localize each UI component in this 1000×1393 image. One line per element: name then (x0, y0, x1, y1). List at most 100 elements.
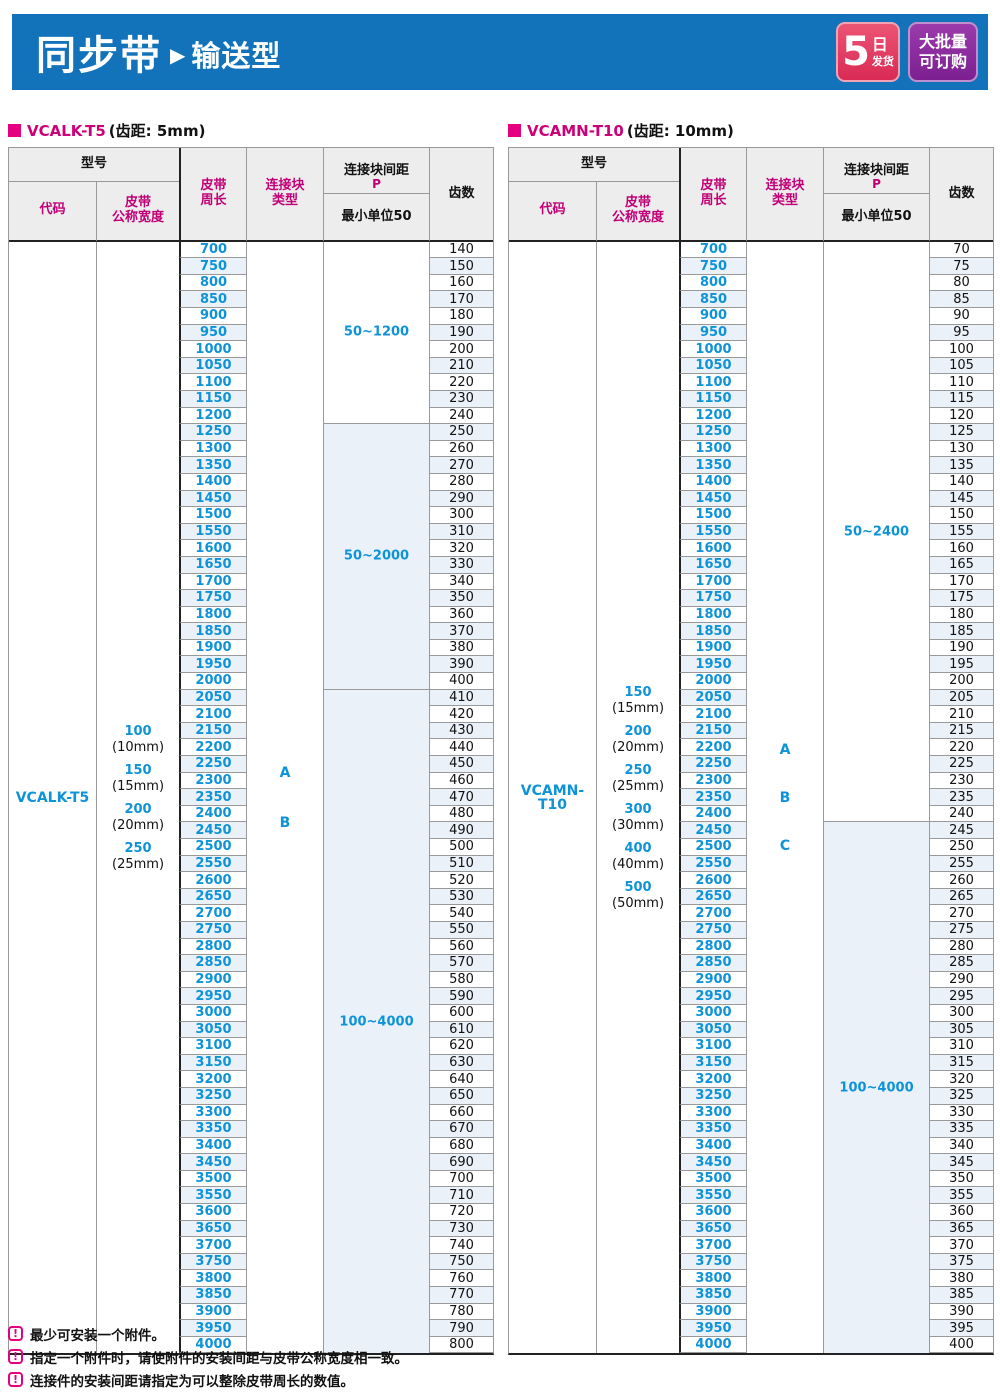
belt-length-cell: 2550 (679, 855, 747, 873)
teeth-count-cell: 155 (929, 523, 994, 541)
teeth-count-cell: 105 (929, 357, 994, 375)
teeth-count-cell: 300 (429, 507, 494, 524)
teeth-count-cell: 700 (429, 1170, 494, 1188)
teeth-count-cell: 200 (429, 341, 494, 358)
table-block-vcalk-t5: VCALK-T5 (齿距: 5mm) 型号 皮带 周长 连接块 类型 连接块 (8, 119, 495, 1356)
teeth-count-cell: 230 (929, 772, 994, 790)
teeth-count-cell: 275 (929, 921, 994, 939)
col-header-code: 代码 (9, 181, 96, 242)
teeth-count-cell: 230 (429, 390, 494, 408)
model-code-label: VCAMN-T10 (520, 782, 585, 813)
belt-length-cell: 1500 (679, 507, 747, 524)
width-value: 200 (624, 723, 652, 739)
belt-length-cell: 700 (179, 241, 247, 259)
belt-length-cell: 3800 (179, 1270, 247, 1288)
teeth-count-cell: 420 (429, 706, 494, 723)
teeth-count-cell: 770 (429, 1287, 494, 1304)
teeth-count-cell: 255 (929, 855, 994, 873)
table-body: VCALK-T5 100 (10mm) 150 (15mm) 200 (20mm) 250 (2… (9, 241, 494, 1354)
teeth-count-cell: 780 (429, 1303, 494, 1321)
belt-length-cell: 1450 (179, 490, 247, 508)
bulk-order-badge: 大批量 可订购 (908, 22, 978, 82)
belt-length-cell: 1550 (679, 523, 747, 541)
col-header-teeth: 齿数 (929, 148, 994, 242)
belt-length-cell: 2700 (179, 905, 247, 922)
belt-length-cell: 2650 (179, 888, 247, 906)
teeth-count-cell: 100 (929, 341, 994, 358)
belt-length-cell: 1900 (179, 639, 247, 657)
belt-length-cell: 1250 (179, 424, 247, 441)
teeth-count-cell: 215 (929, 722, 994, 740)
belt-length-cell: 3350 (679, 1121, 747, 1138)
width-value: 200 (124, 801, 152, 817)
teeth-count-cell: 390 (929, 1303, 994, 1321)
table-title-pitch: (齿距: 5mm) (108, 122, 206, 140)
belt-length-cell: 3600 (679, 1204, 747, 1221)
belt-length-cell: 2750 (679, 921, 747, 939)
belt-length-cell: 2450 (179, 822, 247, 840)
col-header-belt-width: 皮带 公称宽度 (96, 181, 180, 242)
teeth-count-cell: 510 (429, 855, 494, 873)
width-mm: (25mm) (112, 856, 165, 872)
teeth-count-cell: 360 (929, 1204, 994, 1221)
belt-length-cell: 3500 (179, 1170, 247, 1188)
teeth-count-cell: 245 (929, 822, 994, 840)
teeth-count-cell: 210 (429, 357, 494, 375)
belt-length-cell: 1500 (179, 507, 247, 524)
teeth-count-cell: 370 (429, 623, 494, 640)
table-title: VCAMN-T10 (齿距: 10mm) (508, 119, 992, 142)
belt-length-cell: 700 (679, 241, 747, 259)
belt-length-cell: 2850 (179, 955, 247, 972)
table-body: VCAMN-T10 150 (15mm) 200 (20mm) 250 (25mm) 300(… (509, 241, 994, 1354)
col-header-connector-pitch: 连接块间距 P 最小单位50 (323, 148, 430, 242)
belt-length-cell: 3950 (679, 1320, 747, 1337)
footnote-line: 连接件的安装间距请指定为可以整除皮带周长的数值。 (8, 1368, 408, 1391)
belt-length-cell: 750 (179, 258, 247, 275)
belt-length-cell: 2150 (679, 722, 747, 740)
teeth-count-cell: 330 (929, 1104, 994, 1122)
belt-length-cell: 1450 (679, 490, 747, 508)
width-value: 250 (624, 762, 652, 778)
belt-length-cell: 3650 (179, 1220, 247, 1238)
width-value: 250 (124, 840, 152, 856)
page-title: 同步带 ▶ 输送型 (36, 23, 281, 81)
teeth-count-cell: 320 (429, 540, 494, 557)
teeth-count-cell: 260 (429, 440, 494, 458)
belt-length-cell: 2650 (679, 888, 747, 906)
warning-icon (8, 1349, 23, 1364)
belt-length-cell: 4000 (179, 1336, 247, 1354)
teeth-count-cell: 490 (429, 822, 494, 840)
page-title-sub: 输送型 (191, 39, 282, 73)
belt-length-cell: 2400 (179, 805, 247, 823)
belt-length-cell: 1400 (679, 473, 747, 491)
teeth-count-cell: 190 (929, 639, 994, 657)
teeth-count-cell: 260 (929, 872, 994, 889)
teeth-count-cell: 480 (429, 805, 494, 823)
belt-length-cell: 2000 (679, 673, 747, 690)
teeth-count-cell: 195 (929, 656, 994, 674)
belt-length-cell: 3750 (679, 1253, 747, 1271)
teeth-count-cell: 175 (929, 590, 994, 607)
belt-width-cell: 150 (15mm) 200 (20mm) 250 (25mm) 300 (30mm) 400(… (596, 241, 680, 1354)
belt-width-item: 500 (50mm) (612, 881, 664, 910)
table-title: VCALK-T5 (齿距: 5mm) (8, 119, 492, 142)
col-header-model: 型号 (509, 148, 680, 182)
footnote-text: 最少可安装一个附件。 (30, 1327, 165, 1344)
ship-badge-text: 日 发货 (871, 35, 894, 68)
pitch-header-symbol: P (372, 177, 381, 192)
width-mm: (50mm) (612, 895, 665, 911)
teeth-count-cell: 590 (429, 988, 494, 1005)
belt-length-cell: 900 (679, 308, 747, 325)
table-title-pitch: (齿距: 10mm) (626, 122, 734, 140)
belt-length-cell: 3250 (679, 1087, 747, 1105)
teeth-count-cell: 640 (429, 1071, 494, 1088)
width-value: 150 (124, 762, 152, 778)
belt-length-cell: 3850 (179, 1287, 247, 1304)
belt-length-cell: 2600 (179, 872, 247, 889)
teeth-count-cell: 630 (429, 1054, 494, 1072)
teeth-count-cell: 550 (429, 921, 494, 939)
teeth-count-cell: 140 (929, 473, 994, 491)
belt-width-list: 150 (15mm) 200 (20mm) 250 (25mm) 300 (30mm) 400(… (597, 686, 679, 910)
width-mm: (20mm) (112, 817, 165, 833)
